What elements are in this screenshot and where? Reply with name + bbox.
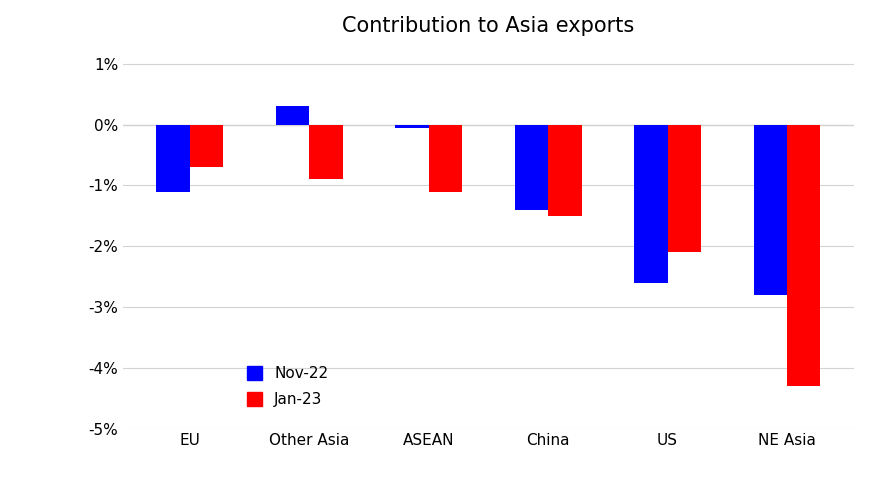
Bar [395, 125, 429, 128]
Bar [309, 125, 342, 179]
Title: Contribution to Asia exports: Contribution to Asia exports [342, 16, 634, 36]
Bar [429, 125, 462, 191]
Bar [157, 125, 190, 191]
Bar [634, 125, 668, 282]
Bar [515, 125, 548, 210]
Bar [753, 125, 787, 295]
Bar [548, 125, 582, 216]
Bar [668, 125, 701, 252]
Bar [275, 107, 309, 125]
Bar [190, 125, 224, 167]
Legend: Nov-22, Jan-23: Nov-22, Jan-23 [240, 360, 334, 413]
Bar [787, 125, 820, 386]
